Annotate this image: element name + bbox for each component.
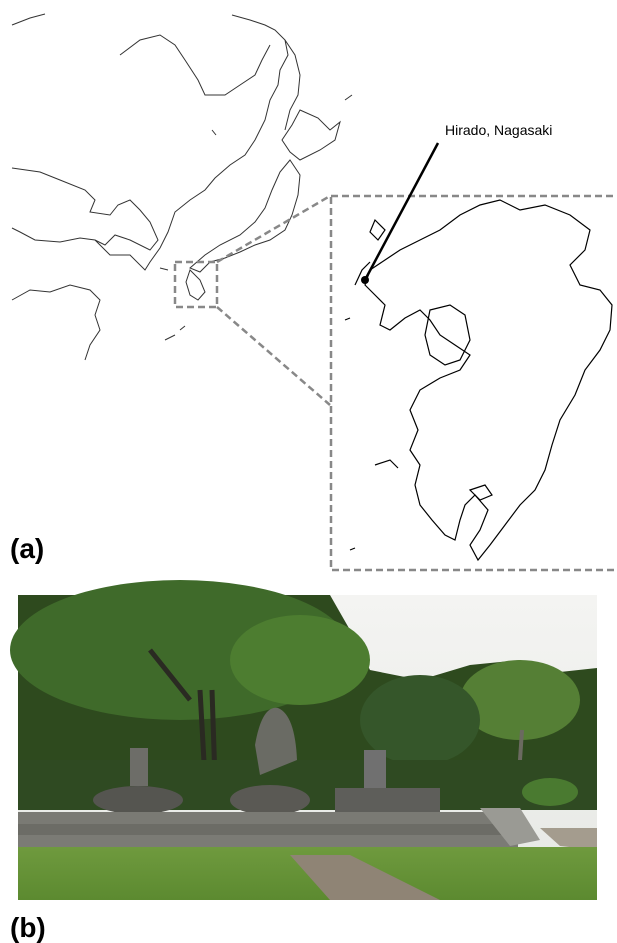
step — [18, 812, 498, 824]
inset-map: Hirado, Nagasaki — [331, 122, 617, 570]
stone-base — [335, 788, 440, 815]
connector — [217, 196, 330, 262]
location-label: Hirado, Nagasaki — [445, 122, 552, 138]
panel-label: (b) — [10, 912, 46, 943]
photograph — [10, 580, 597, 900]
panel-label: (a) — [10, 533, 44, 564]
coastline — [12, 14, 158, 250]
stone-pillar — [130, 748, 148, 786]
hokkaido — [282, 110, 340, 160]
bush — [522, 778, 578, 806]
stone-pillar — [364, 750, 386, 788]
coastline — [12, 285, 100, 360]
kyushu — [186, 270, 205, 300]
islands — [160, 95, 352, 340]
step — [18, 824, 508, 835]
coastline — [120, 35, 270, 95]
inset-frame — [331, 196, 617, 570]
figure-page: Hirado, Nagasaki (a) (b) ( — [0, 0, 617, 943]
step — [18, 835, 518, 847]
honshu — [190, 160, 300, 272]
rocks — [230, 785, 310, 815]
figure: Hirado, Nagasaki (a) (b) — [0, 0, 617, 943]
coastline — [95, 15, 288, 270]
inset-marker — [175, 262, 217, 307]
overview-map — [12, 14, 352, 405]
canopy — [230, 615, 370, 705]
rocks — [93, 786, 183, 814]
location-dot — [361, 276, 369, 284]
connector — [217, 307, 330, 405]
